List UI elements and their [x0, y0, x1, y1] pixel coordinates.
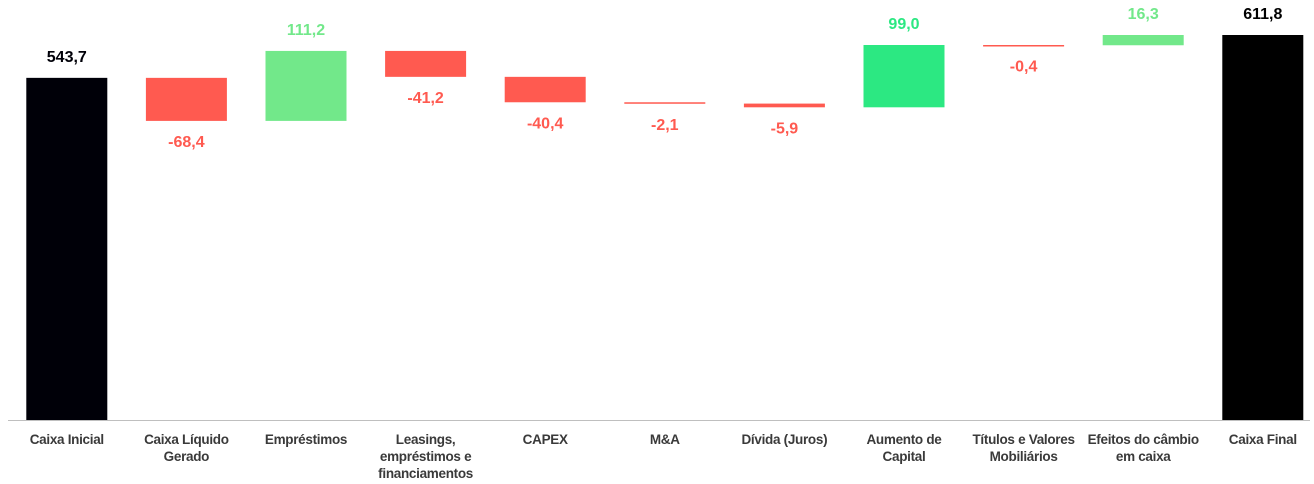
bar	[26, 77, 108, 421]
data-label: -0,4	[1010, 58, 1038, 75]
bar	[145, 77, 227, 121]
x-tick-label: Dívida (Juros)	[741, 432, 828, 447]
data-label: 111,2	[287, 22, 325, 39]
x-tick-label: Títulos e Valores Mobiliários	[972, 432, 1075, 464]
x-tick-label: Efeitos do câmbio em caixa	[1087, 432, 1199, 464]
data-label: -2,1	[651, 117, 679, 134]
bar	[504, 76, 586, 103]
x-tick-label: Caixa Líquido Gerado	[144, 432, 229, 464]
bar	[265, 50, 347, 121]
bar	[743, 103, 825, 108]
x-tick-label: Leasings, empréstimos e financiamentos	[378, 432, 473, 481]
data-label: -41,2	[407, 90, 444, 107]
data-label: 99,0	[888, 16, 919, 33]
x-tick-label: Empréstimos	[264, 432, 348, 447]
data-label: -5,9	[771, 121, 799, 138]
bar	[385, 50, 467, 77]
bar	[624, 102, 706, 104]
data-label: 543,7	[47, 49, 87, 66]
bar	[1222, 35, 1304, 420]
x-tick-label: Caixa Inicial	[29, 432, 104, 447]
data-label: 16,3	[1128, 6, 1159, 23]
data-label: -68,4	[168, 134, 205, 151]
x-tick-label: Caixa Final	[1228, 432, 1297, 447]
x-tick-label: M&A	[649, 432, 680, 447]
x-tick-label: CAPEX	[522, 432, 568, 447]
x-tick-label: Aumento de Capital	[866, 432, 942, 464]
data-label: 611,8	[1243, 6, 1282, 23]
bar	[983, 45, 1065, 47]
bar	[863, 45, 945, 108]
data-label: -40,4	[527, 115, 564, 132]
bar	[1102, 35, 1184, 46]
